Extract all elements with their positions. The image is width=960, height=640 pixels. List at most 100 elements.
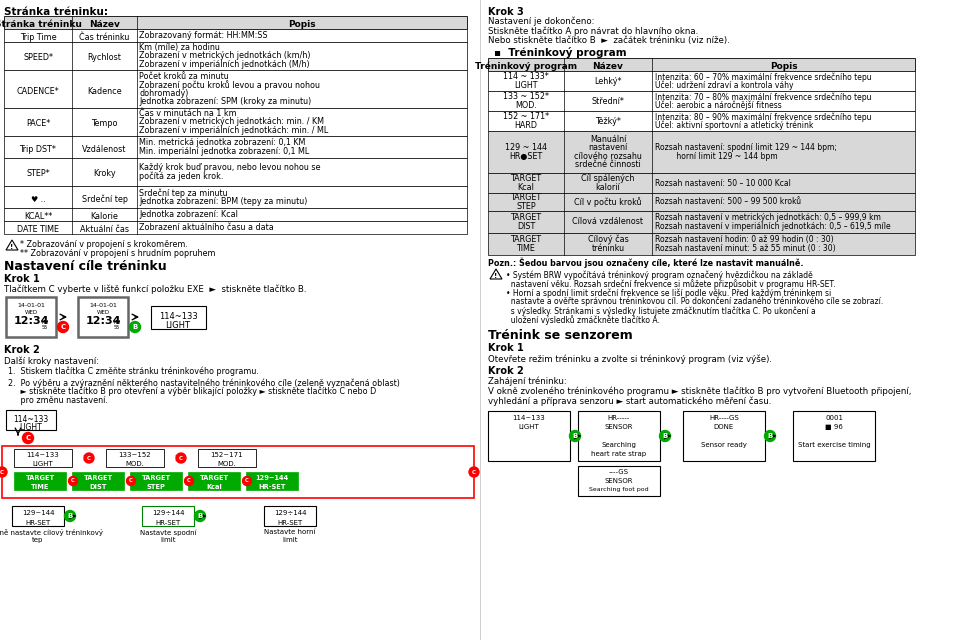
Bar [4, 42, 467, 70]
Text: DONE: DONE [714, 424, 734, 430]
Text: STEP*: STEP* [26, 170, 50, 179]
Text: TARGET: TARGET [25, 475, 55, 481]
Text: Kadence: Kadence [87, 86, 122, 95]
Text: LIGHT: LIGHT [518, 424, 540, 430]
Text: !: ! [11, 244, 13, 250]
Text: heart rate strap: heart rate strap [591, 451, 647, 457]
Text: dohromady): dohromady) [139, 89, 188, 98]
Text: nastavení: nastavení [588, 143, 628, 152]
Text: 114~133: 114~133 [513, 415, 545, 421]
Circle shape [176, 453, 186, 463]
Text: C: C [130, 479, 132, 483]
Bar [72, 472, 124, 490]
Circle shape [195, 511, 205, 522]
Circle shape [64, 511, 76, 522]
Text: C: C [71, 479, 75, 483]
Text: Trip DST*: Trip DST* [19, 145, 57, 154]
Text: počítá za jeden krok.: počítá za jeden krok. [139, 172, 224, 181]
Text: Každý krok buď pravou, nebo levou nohou se: Každý krok buď pravou, nebo levou nohou … [139, 163, 321, 172]
Text: pro změnu nastavení.: pro změnu nastavení. [8, 396, 108, 405]
Text: Trip Time: Trip Time [20, 33, 57, 42]
Text: Cílová vzdálenost: Cílová vzdálenost [572, 218, 643, 227]
Text: Jednotka zobrazení: SPM (kroky za minutu): Jednotka zobrazení: SPM (kroky za minutu… [139, 97, 311, 106]
Text: TARGET: TARGET [511, 236, 541, 244]
Text: Intenzita: 60 – 70% maximální frekvence srdečního tepu: Intenzita: 60 – 70% maximální frekvence … [655, 72, 872, 81]
Text: STEP: STEP [516, 202, 536, 211]
Circle shape [184, 477, 194, 486]
Bar [151, 306, 206, 329]
Text: Nastavení cíle tréninku: Nastavení cíle tréninku [4, 260, 167, 273]
Text: B: B [198, 513, 203, 519]
Text: C: C [0, 470, 4, 474]
Text: ► stiskněte tlačítko B pro otevření a výběr blikající položky ► stiskněte tlačít: ► stiskněte tlačítko B pro otevření a vý… [8, 387, 376, 397]
Text: 152~171: 152~171 [210, 452, 243, 458]
Text: TARGET: TARGET [511, 174, 541, 183]
Text: 129÷144: 129÷144 [274, 510, 306, 516]
Text: 152 ~ 171*: 152 ~ 171* [503, 112, 549, 121]
Text: CADENCE*: CADENCE* [16, 86, 60, 95]
Bar [4, 136, 467, 158]
Bar [578, 466, 660, 496]
Bar [264, 506, 316, 526]
Text: ▪  Tréninkový program: ▪ Tréninkový program [494, 47, 627, 58]
Text: Stránka tréninku: Stránka tréninku [0, 20, 82, 29]
Text: HARD: HARD [515, 121, 538, 130]
Bar [488, 91, 915, 111]
Text: Lehký*: Lehký* [594, 77, 622, 86]
Text: 12:34: 12:34 [13, 316, 49, 326]
Text: 114~133: 114~133 [158, 312, 198, 321]
Circle shape [22, 433, 34, 444]
Text: 129÷144: 129÷144 [152, 510, 184, 516]
Text: Název: Název [592, 62, 623, 71]
Text: TIME: TIME [516, 244, 536, 253]
Text: B: B [572, 433, 578, 439]
Text: Sensor ready: Sensor ready [701, 442, 747, 448]
Bar [14, 472, 66, 490]
Text: Otevřete režim tréninku a zvolte si tréninkový program (viz výše).: Otevřete režim tréninku a zvolte si trén… [488, 354, 772, 364]
Circle shape [84, 453, 94, 463]
Bar [12, 506, 64, 526]
Circle shape [764, 431, 776, 442]
Text: Název: Název [89, 20, 120, 29]
Bar [683, 411, 765, 461]
Text: SENSOR: SENSOR [605, 478, 634, 484]
Text: uložení výsledků zmáčkněte tlačítko A.: uložení výsledků zmáčkněte tlačítko A. [506, 315, 660, 325]
Bar [488, 411, 570, 461]
Text: 12:34: 12:34 [85, 316, 121, 326]
Bar [4, 29, 467, 42]
Text: 1.  Stiskem tlačítka C změňte stránku tréninkového programu.: 1. Stiskem tlačítka C změňte stránku tré… [8, 366, 259, 376]
Text: V okně zvoleného tréninkového programu ► stiskněte tlačítko B pro vytvoření Blue: V okně zvoleného tréninkového programu ►… [488, 387, 911, 397]
Bar [4, 70, 467, 108]
Text: HR-SET: HR-SET [277, 520, 302, 526]
Text: Popis: Popis [770, 62, 798, 71]
Text: vyhledání a příprava senzoru ► start automatického měření času.: vyhledání a příprava senzoru ► start aut… [488, 397, 772, 406]
Text: Jednotka zobrazení: BPM (tepy za minutu): Jednotka zobrazení: BPM (tepy za minutu) [139, 196, 307, 205]
Text: limit: limit [160, 537, 176, 543]
Bar [488, 58, 915, 71]
Text: Aktuální čas: Aktuální čas [80, 225, 129, 234]
Text: C: C [179, 456, 183, 461]
Text: Manuální: Manuální [589, 135, 626, 144]
Text: 129~144: 129~144 [255, 475, 289, 481]
Text: C: C [60, 324, 65, 330]
Text: TARGET: TARGET [511, 193, 541, 202]
Text: DATE TIME: DATE TIME [17, 225, 59, 234]
Text: s výsledky. Stránkami s výsledky listujete zmáčknutím tlačítka C. Po ukončení a: s výsledky. Stránkami s výsledky listuje… [506, 306, 816, 316]
Text: kalorií: kalorií [595, 183, 620, 192]
Text: KCAL**: KCAL** [24, 212, 52, 221]
Text: STEP: STEP [147, 484, 165, 490]
Text: Krok 2: Krok 2 [488, 366, 524, 376]
Text: Rozsah nastavení: 500 – 99 500 kroků: Rozsah nastavení: 500 – 99 500 kroků [655, 198, 802, 207]
Text: Start exercise timing: Start exercise timing [798, 442, 871, 448]
Text: Cíl v počtu kroků: Cíl v počtu kroků [574, 197, 642, 207]
Text: C: C [25, 435, 31, 441]
Text: PM: PM [113, 320, 121, 325]
Text: Krok 1: Krok 1 [4, 274, 39, 284]
Text: C: C [87, 456, 91, 461]
Text: 129 ~ 144: 129 ~ 144 [505, 143, 547, 152]
Text: TIME: TIME [31, 484, 49, 490]
Text: Zahájení tréninku:: Zahájení tréninku: [488, 377, 566, 387]
Text: Intenzita: 70 – 80% maximální frekvence srdečního tepu: Intenzita: 70 – 80% maximální frekvence … [655, 92, 872, 102]
Text: B: B [767, 433, 773, 439]
Bar [14, 449, 72, 467]
